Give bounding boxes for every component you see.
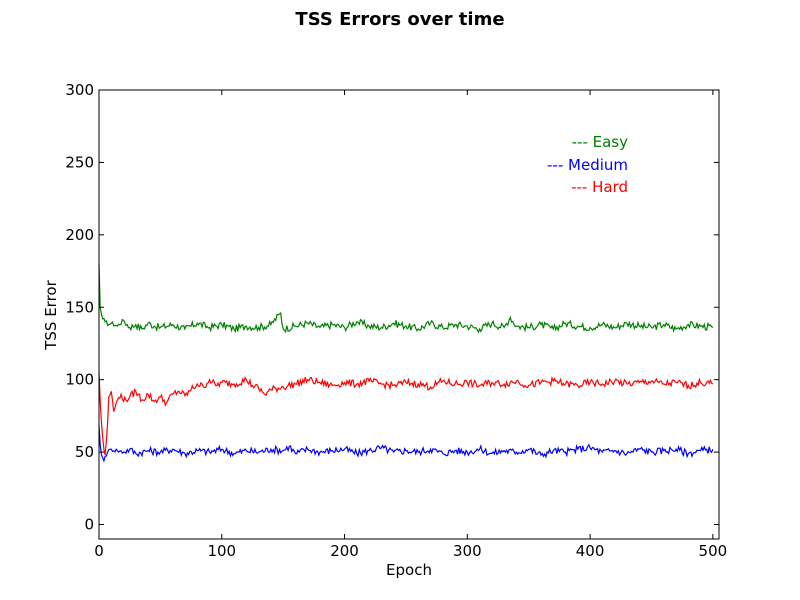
y-tick-label: 150 <box>65 298 94 316</box>
series-line-2 <box>98 372 714 456</box>
y-tick-label: 250 <box>65 153 94 171</box>
legend: --- Easy --- Medium --- Hard <box>547 131 628 199</box>
x-axis-label: Epoch <box>386 561 432 579</box>
x-tick-label: 200 <box>330 542 359 560</box>
series-line-0 <box>98 263 714 334</box>
ticks-layer: 0 100 200 300 400 500 0 50 100 150 200 250 300 <box>65 81 727 560</box>
legend-entry-hard: --- Hard <box>571 178 628 196</box>
x-tick-label: 500 <box>699 542 728 560</box>
y-tick-label: 100 <box>65 371 94 389</box>
y-axis-label: TSS Error <box>42 280 60 350</box>
plot-frame <box>98 89 720 540</box>
x-tick-label: 100 <box>207 542 236 560</box>
x-tick-label: 0 <box>94 542 104 560</box>
series-layer <box>98 263 714 463</box>
series-line-1 <box>98 425 714 463</box>
y-tick-label: 50 <box>75 443 94 461</box>
legend-entry-medium: --- Medium <box>547 155 628 174</box>
y-tick-label: 300 <box>65 81 94 99</box>
legend-entry-easy: --- Easy <box>571 133 628 151</box>
chart-title: TSS Errors over time <box>295 9 505 30</box>
y-tick-label: 200 <box>65 226 94 244</box>
x-tick-label: 400 <box>576 542 605 560</box>
x-tick-label: 300 <box>453 542 482 560</box>
y-tick-label: 0 <box>84 516 94 534</box>
